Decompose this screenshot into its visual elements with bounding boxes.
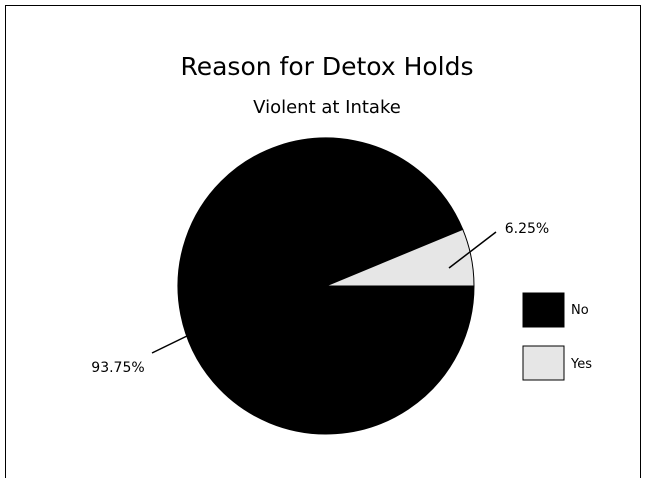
- legend: No Yes: [522, 292, 592, 381]
- data-label-no: 93.75%: [91, 360, 144, 376]
- legend-label-no: No: [571, 303, 589, 318]
- leader-line-yes: [448, 231, 497, 269]
- data-labels: 93.75% 6.25%: [91, 221, 549, 376]
- leader-line-no: [151, 317, 225, 354]
- pie-slice-yes: [325, 228, 475, 287]
- pie-slices: [177, 137, 475, 435]
- legend-label-yes: Yes: [570, 357, 592, 372]
- leader-lines: [151, 231, 497, 354]
- legend-swatch-no: [522, 292, 565, 328]
- legend-swatch-yes: [522, 345, 565, 381]
- chart-subtitle: Violent at Intake: [253, 97, 401, 118]
- chart-title: Reason for Detox Holds: [180, 52, 473, 81]
- chart-border: [5, 5, 641, 478]
- data-label-yes: 6.25%: [505, 221, 549, 237]
